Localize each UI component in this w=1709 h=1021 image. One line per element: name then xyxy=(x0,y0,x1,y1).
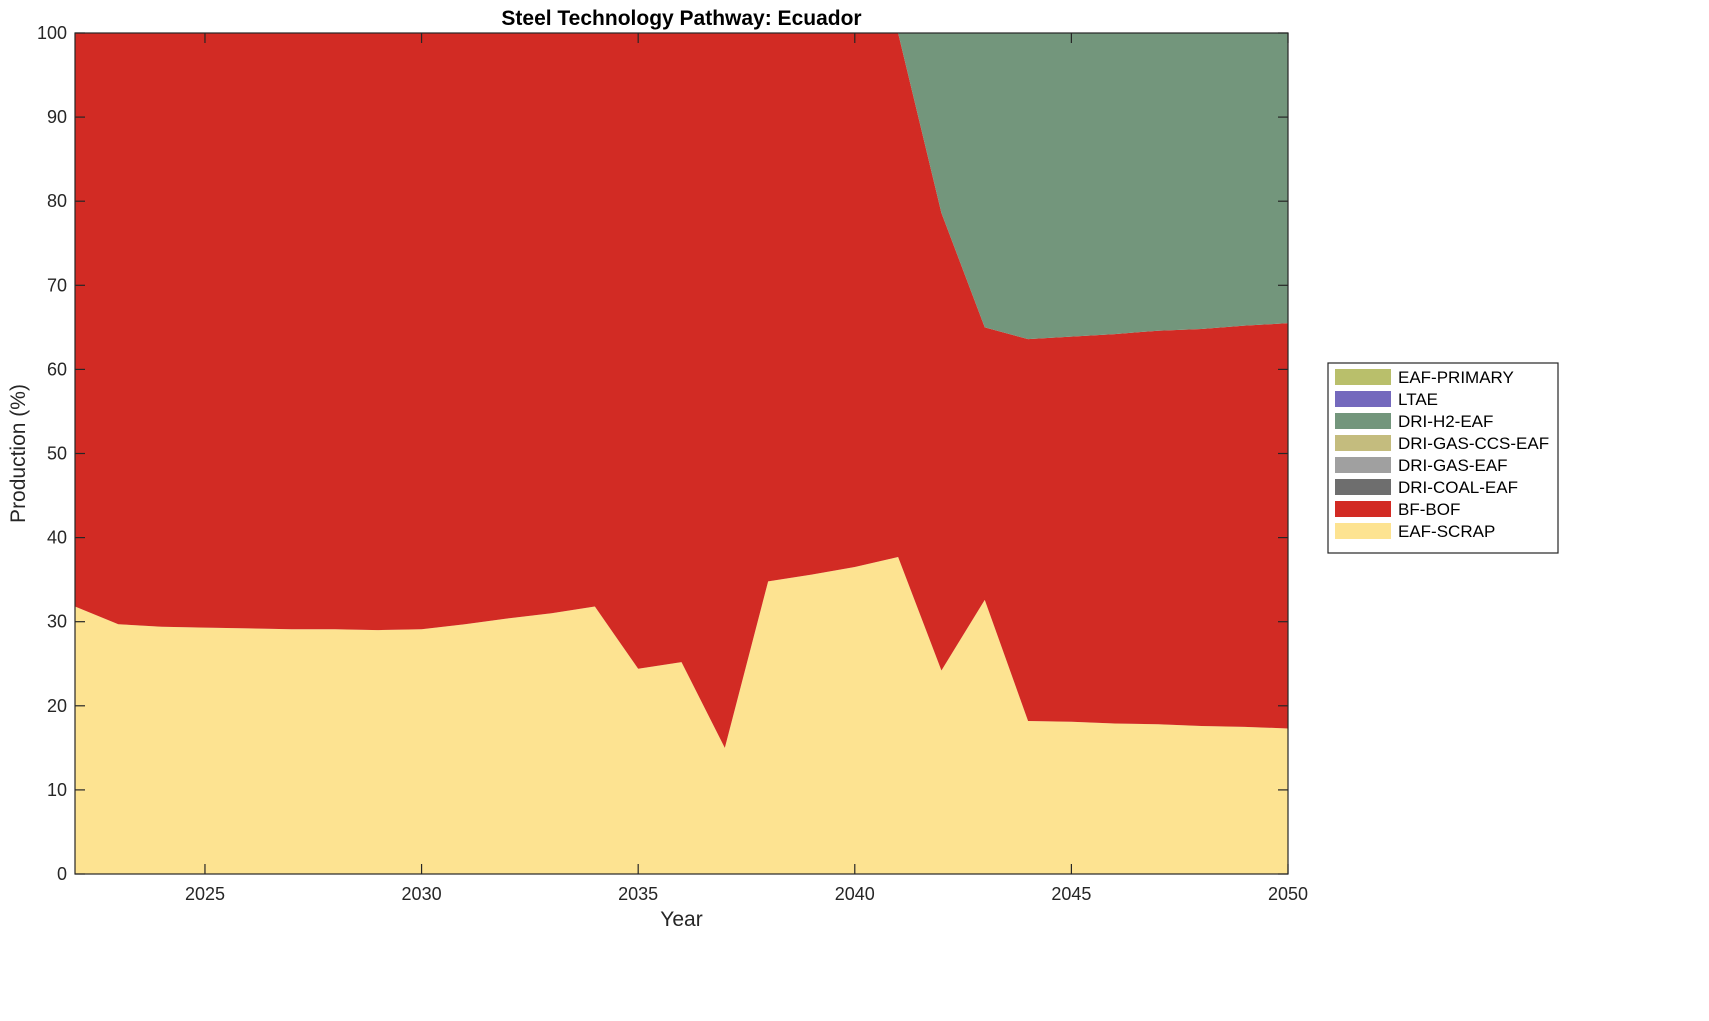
x-tick-label: 2035 xyxy=(618,884,658,904)
x-tick-label: 2050 xyxy=(1268,884,1308,904)
chart-title: Steel Technology Pathway: Ecuador xyxy=(501,7,861,30)
x-axis-title: Year xyxy=(660,908,702,931)
area-eaf-scrap xyxy=(75,556,1288,874)
area-dri-h2-eaf xyxy=(75,33,1288,340)
y-tick-label: 0 xyxy=(57,864,67,884)
legend: EAF-PRIMARY LTAE DRI-H2-EAF DRI-GAS-CCS-EAF… xyxy=(1327,362,1559,554)
y-tick-label: 30 xyxy=(47,612,67,632)
area-series-group xyxy=(75,33,1288,874)
legend-swatch-bf-bof xyxy=(1335,501,1391,517)
legend-swatch-eaf-scrap xyxy=(1335,523,1391,539)
legend-label-bf-bof: BF-BOF xyxy=(1398,500,1460,519)
legend-label-dri-h2-eaf: DRI-H2-EAF xyxy=(1398,412,1493,431)
legend-label-ltae: LTAE xyxy=(1398,390,1438,409)
x-tick-label: 2040 xyxy=(835,884,875,904)
legend-label-eaf-scrap: EAF-SCRAP xyxy=(1398,522,1495,541)
x-axis: 2025 2030 2035 2040 2045 2050 xyxy=(185,33,1308,904)
x-tick-label: 2025 xyxy=(185,884,225,904)
legend-swatch-dri-h2-eaf xyxy=(1335,413,1391,429)
y-tick-label: 70 xyxy=(47,275,67,295)
y-tick-label: 60 xyxy=(47,359,67,379)
y-tick-label: 10 xyxy=(47,780,67,800)
legend-label-dri-gas-eaf: DRI-GAS-EAF xyxy=(1398,456,1508,475)
legend-swatch-ltae xyxy=(1335,391,1391,407)
y-tick-label: 90 xyxy=(47,107,67,127)
area-bf-bof xyxy=(75,33,1288,748)
legend-swatch-eaf-primary xyxy=(1335,369,1391,385)
legend-label-dri-gas-ccs-eaf: DRI-GAS-CCS-EAF xyxy=(1398,434,1549,453)
y-tick-label: 20 xyxy=(47,696,67,716)
x-tick-label: 2045 xyxy=(1051,884,1091,904)
y-axis: 0 10 20 30 40 50 60 70 80 90 100 xyxy=(37,23,1288,884)
legend-label-eaf-primary: EAF-PRIMARY xyxy=(1398,368,1514,387)
y-tick-label: 50 xyxy=(47,444,67,464)
legend-label-dri-coal-eaf: DRI-COAL-EAF xyxy=(1398,478,1518,497)
legend-swatch-dri-coal-eaf xyxy=(1335,479,1391,495)
x-tick-label: 2030 xyxy=(402,884,442,904)
legend-swatch-dri-gas-eaf xyxy=(1335,457,1391,473)
y-tick-label: 80 xyxy=(47,191,67,211)
legend-swatch-dri-gas-ccs-eaf xyxy=(1335,435,1391,451)
y-tick-label: 40 xyxy=(47,528,67,548)
y-tick-label: 100 xyxy=(37,23,67,43)
y-axis-title: Production (%) xyxy=(7,384,30,523)
